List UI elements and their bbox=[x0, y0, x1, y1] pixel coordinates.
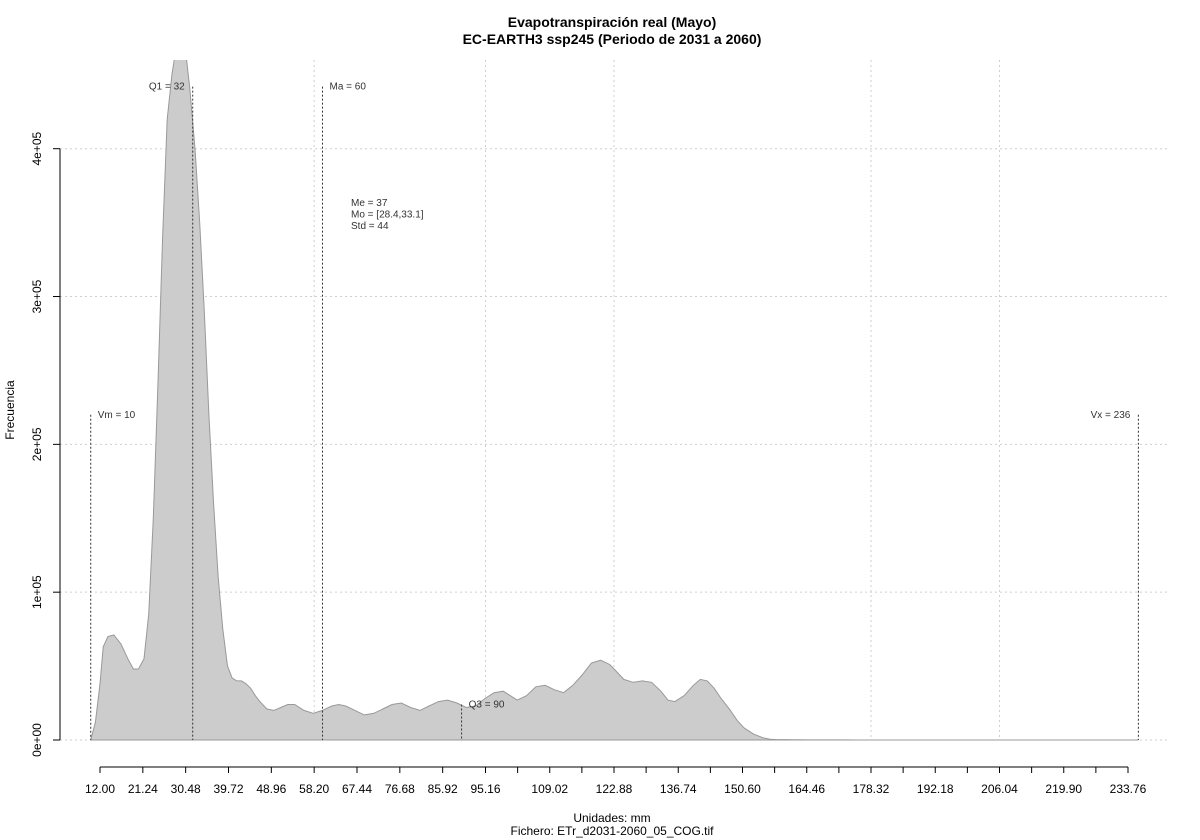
x-tick-label: 192.18 bbox=[917, 782, 954, 796]
y-axis-label: Frecuencia bbox=[3, 380, 17, 440]
grid-lines bbox=[60, 60, 1170, 741]
stats-line: Me = 37 bbox=[351, 198, 388, 209]
x-tick-label: 30.48 bbox=[171, 782, 201, 796]
x-tick-label: 136.74 bbox=[660, 782, 697, 796]
y-tick-label: 1e+05 bbox=[30, 575, 44, 609]
marker-label: Q1 = 32 bbox=[149, 82, 185, 93]
y-tick-label: 0e+00 bbox=[30, 723, 44, 757]
markers: Vm = 10 Q1 = 32 Ma = 60 Q3 = 90 Vx = 236 bbox=[90, 82, 1139, 740]
x-tick-label: 21.24 bbox=[128, 782, 158, 796]
chart-subtitle: EC-EARTH3 ssp245 (Periodo de 2031 a 2060… bbox=[463, 31, 762, 47]
marker-label: Q3 = 90 bbox=[469, 700, 505, 711]
x-tick-label: 178.32 bbox=[853, 782, 890, 796]
x-tick-label: 58.20 bbox=[299, 782, 329, 796]
footer-filename: Fichero: ETr_d2031-2060_05_COG.tif bbox=[511, 824, 715, 838]
x-axis-label: Unidades: mm bbox=[573, 811, 650, 825]
x-tick-label: 233.76 bbox=[1110, 782, 1147, 796]
x-tick-label: 85.92 bbox=[428, 782, 458, 796]
x-tick-label: 219.90 bbox=[1045, 782, 1082, 796]
x-tick-label: 67.44 bbox=[342, 782, 372, 796]
chart-title: Evapotranspiración real (Mayo) bbox=[508, 14, 717, 30]
x-tick-label: 76.68 bbox=[385, 782, 415, 796]
marker-label: Vx = 236 bbox=[1091, 410, 1131, 421]
marker-label: Vm = 10 bbox=[98, 410, 136, 421]
axes: 0e+00 1e+05 2e+05 3e+05 4e+05 12.00 21.24 30.48… bbox=[30, 132, 1147, 796]
x-tick-label: 164.46 bbox=[788, 782, 825, 796]
stats-line: Mo = [28.4,33.1] bbox=[351, 210, 424, 221]
y-tick-label: 4e+05 bbox=[30, 132, 44, 166]
x-tick-label: 48.96 bbox=[256, 782, 286, 796]
stats-line: Std = 44 bbox=[351, 221, 389, 232]
x-tick-label: 39.72 bbox=[213, 782, 243, 796]
marker-label: Ma = 60 bbox=[330, 82, 367, 93]
x-tick-label: 12.00 bbox=[85, 782, 115, 796]
y-tick-label: 2e+05 bbox=[30, 427, 44, 461]
x-tick-label: 122.88 bbox=[596, 782, 633, 796]
x-tick-label: 150.60 bbox=[724, 782, 761, 796]
x-tick-label: 95.16 bbox=[470, 782, 500, 796]
density-area bbox=[90, 60, 1139, 741]
x-tick-label: 109.02 bbox=[531, 782, 568, 796]
x-tick-label: 206.04 bbox=[981, 782, 1018, 796]
density-area-path bbox=[90, 60, 1139, 741]
y-tick-label: 3e+05 bbox=[30, 279, 44, 313]
